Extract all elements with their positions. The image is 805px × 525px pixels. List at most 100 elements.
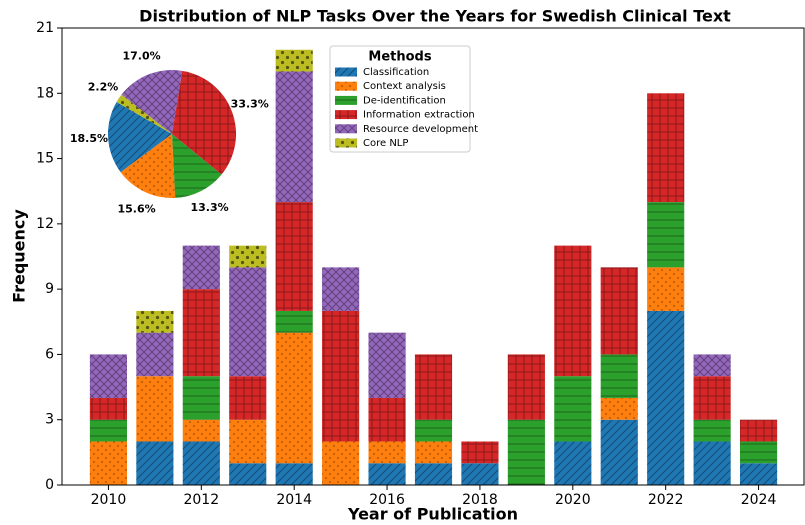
x-tick-label: 2024: [741, 492, 777, 508]
bar-segment: [414, 441, 453, 464]
bar-segment: [693, 441, 731, 485]
y-tick-label: 0: [45, 477, 54, 493]
legend-box: [329, 45, 471, 153]
bar-segment: [229, 463, 267, 485]
y-tick-label: 15: [36, 151, 54, 167]
bar-segment: [89, 354, 128, 398]
bar-segment: [136, 376, 174, 442]
legend-label: Information extraction: [363, 110, 475, 121]
pie-slice: [172, 134, 222, 198]
bar-segment: [89, 441, 128, 485]
pie-slice: [121, 70, 183, 134]
legend-swatch: [335, 95, 357, 105]
bar-segment: [275, 310, 313, 333]
bar-segment: [739, 463, 778, 485]
pie-label: 2.2%: [88, 81, 119, 94]
bar-segment: [739, 441, 778, 464]
bar-segment: [507, 354, 545, 420]
pie-label: 13.3%: [190, 201, 228, 214]
y-tick-label: 21: [36, 20, 54, 36]
bar-segment: [368, 332, 406, 398]
x-tick-label: 2020: [555, 492, 591, 508]
bar-segment: [368, 441, 406, 464]
bar-segment: [136, 332, 174, 377]
legend: Methods Classification Context analysis De…: [329, 45, 478, 153]
chart-title: Distribution of NLP Tasks Over the Years…: [139, 7, 731, 26]
bar-segment: [136, 310, 174, 333]
legend-swatch: [335, 81, 357, 91]
x-tick-label: 2012: [183, 492, 219, 508]
bar-segment: [600, 354, 638, 398]
bar-segment: [414, 419, 453, 442]
bar-segment: [600, 397, 638, 420]
bar-segment: [693, 419, 731, 442]
legend-swatch: [335, 138, 357, 148]
pie-label: 33.3%: [231, 97, 269, 110]
x-tick-label: 2016: [369, 492, 405, 508]
bar-segment: [600, 419, 638, 485]
bar-segment: [693, 376, 731, 420]
legend-swatch: [335, 67, 357, 77]
bar-segment: [275, 202, 313, 311]
bar-segment: [182, 376, 220, 420]
legend-label: Classification: [363, 67, 429, 78]
pie-slice: [120, 134, 176, 198]
y-tick-label: 18: [36, 85, 54, 101]
legend-label: Resource development: [363, 124, 478, 135]
bar-segment: [600, 267, 638, 355]
pie-slice: [116, 94, 172, 134]
y-tick-label: 12: [36, 216, 54, 232]
bar-segment: [554, 441, 592, 485]
bar-segment: [461, 463, 499, 485]
bar-segment: [229, 419, 267, 464]
bar-segment: [182, 441, 220, 485]
bar-segment: [136, 441, 174, 485]
legend-label: Context analysis: [363, 81, 446, 92]
bar-segment: [368, 463, 406, 485]
pie-slice: [172, 70, 236, 175]
bar-segment: [368, 397, 406, 442]
bar-segment: [275, 49, 313, 72]
y-tick-label: 6: [45, 346, 54, 362]
x-tick-label: 2018: [462, 492, 498, 508]
bar-segment: [182, 289, 220, 377]
pie-slice: [107, 102, 172, 173]
y-axis-label: Frequency: [10, 209, 29, 303]
x-tick-label: 2010: [91, 492, 127, 508]
y-tick-label: 9: [45, 281, 54, 297]
bar-segment: [275, 332, 313, 464]
plot-frame: [61, 27, 805, 486]
bar-segment: [647, 267, 685, 311]
bar-segment: [647, 202, 685, 268]
bar-segment: [322, 441, 360, 485]
bar-segment: [461, 441, 499, 464]
bar-segment: [229, 267, 267, 377]
bar-segment: [647, 310, 685, 485]
y-tick-label: 3: [45, 412, 54, 428]
bar-segment: [322, 267, 360, 311]
bar-segment: [647, 93, 685, 203]
bar-segment: [554, 245, 592, 377]
pie-label: 15.6%: [117, 202, 155, 215]
bar-segment: [182, 245, 220, 290]
bar-segment: [322, 310, 360, 442]
bar-segment: [229, 245, 267, 268]
x-axis-label: Year of Publication: [347, 505, 518, 524]
bar-segment: [275, 71, 313, 203]
x-tick-label: 2014: [276, 492, 312, 508]
x-tick-label: 2022: [648, 492, 684, 508]
bar-segment: [554, 376, 592, 442]
bar-segment: [229, 376, 267, 420]
pie-label: 18.5%: [70, 132, 108, 145]
legend-title: Methods: [368, 50, 431, 65]
legend-swatch: [335, 110, 357, 120]
pie-label: 17.0%: [123, 50, 161, 63]
bar-segment: [182, 419, 220, 442]
bar-segment: [739, 419, 778, 442]
bar-segment: [275, 463, 313, 485]
bar-segment: [414, 354, 453, 420]
bar-segment: [89, 419, 128, 442]
legend-swatch: [335, 124, 357, 134]
legend-label: Core NLP: [363, 138, 408, 149]
